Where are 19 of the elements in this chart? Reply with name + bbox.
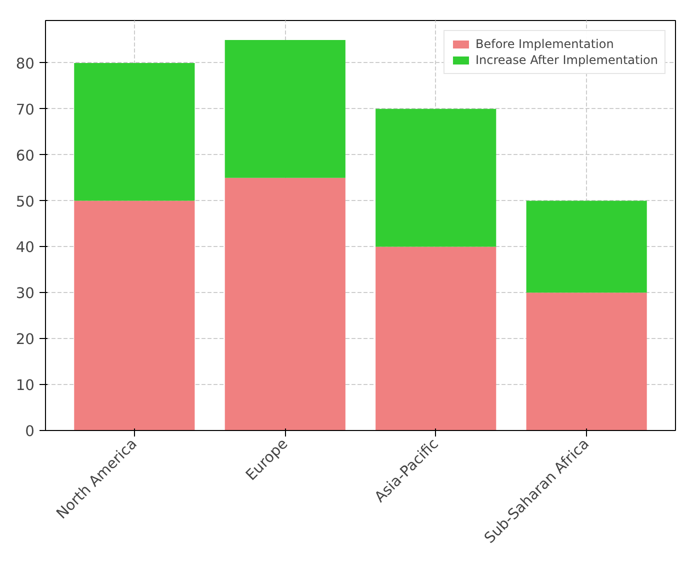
legend-label: Increase After Implementation bbox=[475, 53, 658, 67]
y-tick-label: 80 bbox=[16, 55, 35, 72]
y-tick-label: 30 bbox=[16, 285, 35, 302]
y-tick-label: 70 bbox=[16, 101, 35, 118]
bar bbox=[526, 200, 647, 293]
y-tick-label: 40 bbox=[16, 239, 35, 256]
bar bbox=[376, 246, 496, 430]
bar bbox=[224, 40, 346, 178]
bar bbox=[526, 292, 647, 430]
bar bbox=[224, 178, 346, 430]
y-tick-label: 0 bbox=[25, 423, 35, 440]
y-tick-label: 60 bbox=[16, 147, 35, 164]
y-tick-label: 50 bbox=[16, 193, 35, 210]
bar bbox=[376, 108, 496, 247]
y-tick-label: 10 bbox=[16, 377, 35, 394]
legend-label: Before Implementation bbox=[475, 37, 614, 51]
bar bbox=[74, 62, 195, 201]
bar bbox=[74, 200, 195, 430]
y-tick-label: 20 bbox=[16, 331, 35, 348]
